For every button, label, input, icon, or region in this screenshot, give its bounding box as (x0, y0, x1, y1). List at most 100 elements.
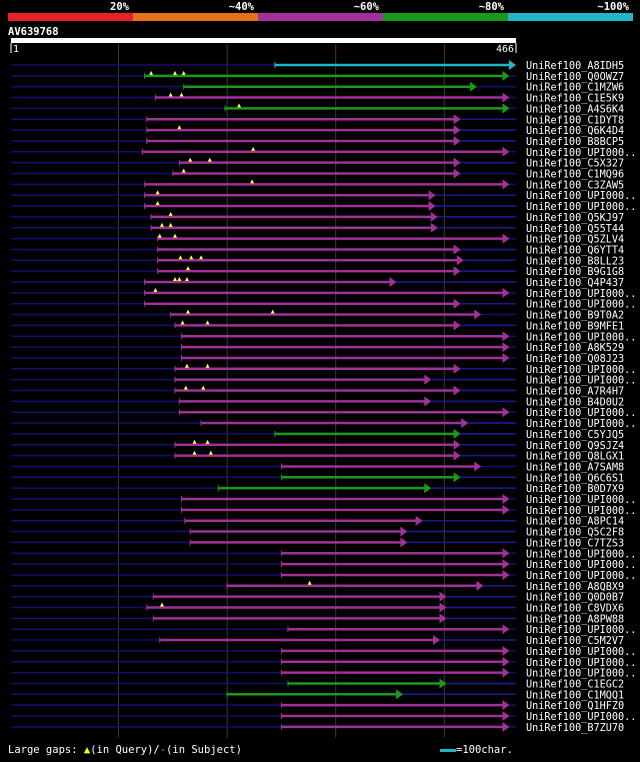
hit-label: UniRef100_B9T0A2 (526, 311, 624, 322)
hit-end-arrow (439, 613, 447, 624)
hit-label: UniRef100_UPI000.. (526, 191, 636, 202)
query-gap-marker (179, 92, 184, 97)
hit-end-arrow (453, 168, 461, 179)
hit-end-arrow (502, 407, 510, 418)
hit-end-arrow (469, 81, 477, 92)
query-gap-marker (205, 363, 210, 368)
hit-end-arrow (424, 374, 432, 385)
query-gap-marker (178, 255, 183, 260)
hit-label: UniRef100_UPI000.. (526, 300, 636, 311)
hit-end-arrow (502, 331, 510, 342)
hit-label: UniRef100_Q4P437 (526, 278, 624, 289)
hit-label: UniRef100_Q08J23 (526, 354, 624, 365)
hit-label: UniRef100_A4S6K4 (526, 104, 624, 115)
query-gap-marker (155, 190, 160, 195)
hit-end-arrow (476, 580, 484, 591)
query-gap-marker (184, 277, 189, 281)
query-gap-marker (149, 70, 154, 75)
hit-label: UniRef100_Q5C2F8 (526, 528, 624, 539)
hit-end-arrow (502, 342, 510, 353)
hit-end-arrow (453, 428, 461, 439)
hit-end-arrow (400, 537, 408, 548)
hit-label: UniRef100_A8QBX9 (526, 582, 624, 593)
hit-end-arrow (453, 114, 461, 125)
hit-label: UniRef100_Q5ZLV4 (526, 235, 624, 246)
hit-label: UniRef100_UPI000.. (526, 365, 636, 376)
query-gap-marker (237, 103, 242, 108)
hit-end-arrow (502, 548, 510, 559)
legend-label: ~100% (597, 1, 629, 13)
hit-end-arrow (453, 363, 461, 374)
hit-label: UniRef100_C7TZS3 (526, 538, 624, 549)
query-gap-marker (177, 277, 182, 281)
query-gap-marker (172, 233, 177, 238)
hit-end-arrow (502, 624, 510, 635)
hit-label: UniRef100_A8PC14 (526, 517, 624, 528)
query-id: AV639768 (8, 26, 59, 38)
hit-end-arrow (453, 157, 461, 168)
hit-end-arrow (424, 483, 432, 494)
query-gap-marker (270, 309, 275, 314)
hit-end-arrow (456, 255, 464, 266)
hit-end-arrow (509, 60, 516, 70)
legend-segment (133, 13, 258, 21)
hit-label: UniRef100_UPI000.. (526, 560, 636, 571)
hit-end-arrow (502, 656, 510, 667)
query-gap-marker (307, 580, 312, 585)
legend-segment (8, 13, 133, 21)
query-gap-marker (189, 255, 194, 260)
hit-label: UniRef100_UPI000.. (526, 625, 636, 636)
hit-end-arrow (400, 526, 408, 537)
hit-end-arrow (474, 309, 482, 320)
query-gap-marker (168, 222, 173, 227)
hit-end-arrow (502, 700, 510, 711)
hit-label: UniRef100_A8PW88 (526, 614, 624, 625)
hit-end-arrow (453, 450, 461, 461)
footer-scale-label: =100char. (456, 744, 513, 756)
query-gap-marker (153, 287, 158, 292)
hit-end-arrow (389, 277, 397, 287)
footer-gaps-subject: (in Subject) (166, 744, 242, 756)
hit-end-arrow (430, 211, 438, 222)
query-bar (11, 38, 516, 43)
hit-label: UniRef100_B7ZU70 (526, 723, 624, 734)
hit-end-arrow (502, 352, 510, 363)
hit-end-arrow (502, 103, 510, 114)
hit-end-arrow (502, 179, 510, 190)
hit-label: UniRef100_C1MQQ1 (526, 690, 624, 701)
hit-label: UniRef100_UPI000.. (526, 669, 636, 680)
hit-label: UniRef100_B4D0U2 (526, 397, 624, 408)
hit-label: UniRef100_Q6C6S1 (526, 473, 624, 484)
hit-end-arrow (439, 602, 447, 613)
hit-label: UniRef100_A7SAM8 (526, 462, 624, 473)
legend-label: ~60% (354, 1, 380, 13)
hit-end-arrow (502, 70, 510, 81)
footer-gaps-prefix: Large gaps: (8, 744, 84, 756)
hit-end-arrow (428, 201, 436, 212)
hit-end-arrow (502, 287, 510, 298)
scale-bar-icon (440, 748, 456, 752)
hit-end-arrow (415, 515, 423, 526)
query-gap-marker-icon: ▲ (83, 744, 91, 756)
legend-segment (508, 13, 633, 21)
query-gap-marker (159, 602, 164, 607)
hit-label: UniRef100_C1DYT8 (526, 115, 624, 126)
hit-end-arrow (502, 711, 510, 721)
hit-label: UniRef100_Q6K4D4 (526, 126, 624, 137)
hit-end-arrow (430, 222, 438, 233)
query-gap-marker (180, 320, 185, 325)
hit-end-arrow (502, 645, 510, 656)
hit-label: UniRef100_A8IDH5 (526, 61, 624, 72)
hit-label: UniRef100_UPI000.. (526, 712, 636, 723)
hit-label: UniRef100_C5YJQ5 (526, 430, 624, 441)
hit-label: UniRef100_C1MQ96 (526, 170, 624, 181)
query-gap-marker (168, 92, 173, 97)
hit-label: UniRef100_B9MFE1 (526, 321, 624, 332)
hit-end-arrow (453, 320, 461, 331)
hit-end-arrow (424, 396, 432, 407)
hit-label: UniRef100_C8VDX6 (526, 604, 624, 615)
hit-label: UniRef100_C5X327 (526, 159, 624, 170)
hit-label: UniRef100_UPI000.. (526, 571, 636, 582)
query-gap-marker (186, 309, 191, 314)
